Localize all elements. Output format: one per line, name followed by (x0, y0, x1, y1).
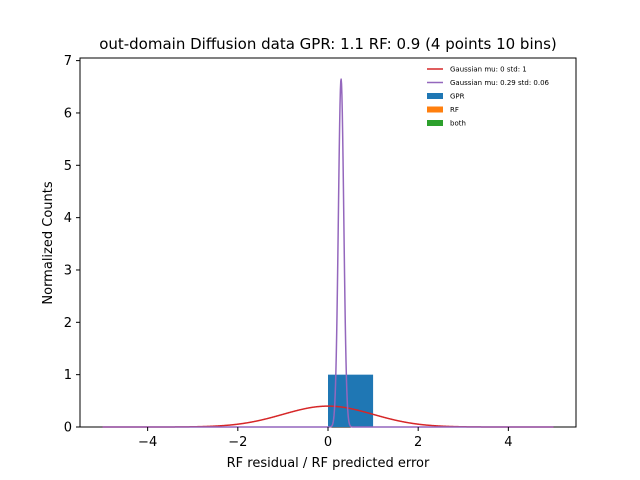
y-tick-label: 5 (64, 159, 72, 174)
plot-area-frame (79, 57, 577, 428)
y-tick-label: 2 (64, 316, 72, 331)
x-axis-ticks: −4 −2 0 2 4 (138, 427, 513, 450)
legend-entry-label: GPR (450, 93, 465, 101)
x-tick-label: −4 (138, 435, 157, 450)
x-axis-label: RF residual / RF predicted error (227, 456, 430, 471)
y-axis-label: Normalized Counts (41, 181, 56, 304)
x-tick-label: 0 (324, 435, 332, 450)
y-tick-label: 7 (64, 54, 72, 69)
y-tick-label: 4 (64, 211, 72, 226)
legend-entry-label: Gaussian mu: 0 std: 1 (450, 66, 527, 74)
x-tick-label: −2 (228, 435, 247, 450)
y-tick-label: 0 (64, 421, 72, 436)
chart-title: out-domain Diffusion data GPR: 1.1 RF: 0… (99, 35, 557, 53)
y-tick-label: 6 (64, 106, 72, 121)
legend-entry-label: both (450, 120, 466, 128)
legend: Gaussian mu: 0 std: 1 Gaussian mu: 0.29 s… (427, 66, 550, 128)
x-tick-label: 4 (504, 435, 512, 450)
legend-bar-swatch (427, 93, 443, 99)
legend-entry-label: Gaussian mu: 0.29 std: 0.06 (450, 79, 550, 87)
x-tick-label: 2 (414, 435, 422, 450)
y-tick-label: 1 (64, 368, 72, 383)
y-axis-ticks: 0 1 2 3 4 5 6 7 (64, 54, 80, 436)
legend-entry-label: RF (450, 106, 459, 114)
legend-bar-swatch (427, 120, 443, 126)
legend-bar-swatch (427, 106, 443, 113)
y-tick-label: 3 (64, 263, 72, 278)
